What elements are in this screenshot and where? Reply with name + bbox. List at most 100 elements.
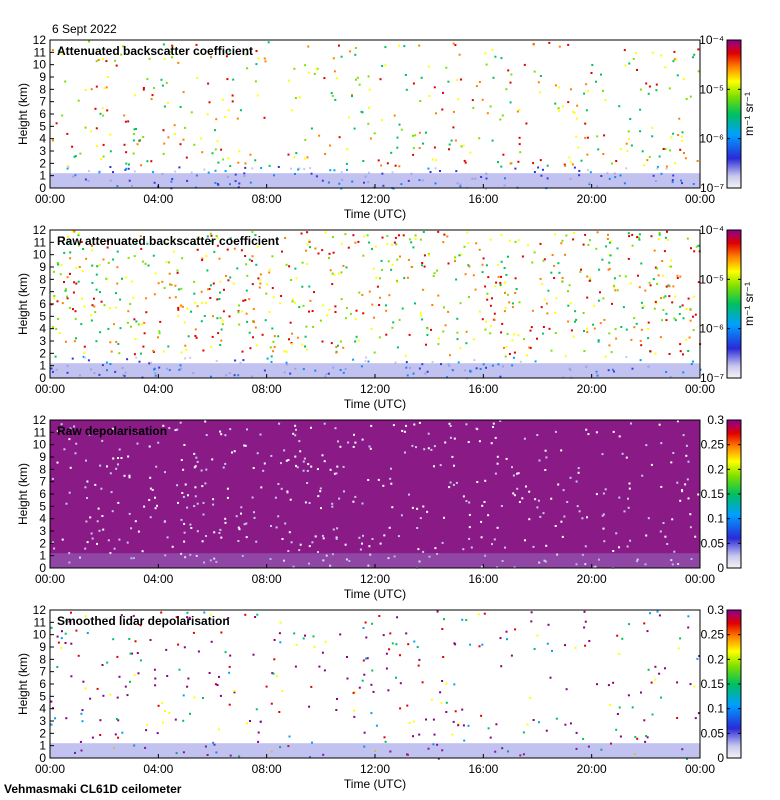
y-tick-label: 10 (33, 248, 47, 262)
y-tick-label: 1 (39, 739, 46, 753)
colorbar-gradient (726, 39, 742, 189)
colorbar-tick-label: 0.25 (701, 628, 725, 642)
y-tick-label: 12 (33, 603, 47, 617)
colorbar-tick-label: 0.1 (707, 702, 724, 716)
y-tick-label: 10 (33, 438, 47, 452)
x-tick-label: 00:00 (35, 382, 65, 396)
colorbar-tick-label: 10⁻⁶ (699, 322, 724, 336)
x-tick-label: 00:00 (685, 762, 715, 776)
y-tick-label: 11 (34, 425, 47, 439)
colorbar-tick-label: 10⁻⁴ (699, 223, 724, 237)
y-tick-label: 2 (39, 536, 46, 550)
x-axis-label: Time (UTC) (344, 777, 406, 791)
heatmap-texture (50, 230, 702, 380)
x-tick-label: 04:00 (143, 762, 173, 776)
y-tick-label: 9 (39, 640, 46, 654)
y-tick-label: 0 (39, 181, 46, 195)
y-tick-label: 9 (39, 260, 46, 274)
x-tick-label: 00:00 (685, 382, 715, 396)
x-tick-label: 20:00 (577, 382, 607, 396)
y-tick-label: 5 (39, 119, 46, 133)
boundary-layer-band (50, 173, 700, 188)
y-tick-label: 6 (39, 677, 46, 691)
colorbar: 10⁻⁷ 10⁻⁶ 10⁻⁵ 10⁻⁴ m⁻¹ sr⁻¹ (699, 33, 756, 195)
x-tick-label: 20:00 (577, 762, 607, 776)
x-tick-label: 00:00 (685, 572, 715, 586)
colorbar-tick-label: 0.2 (707, 652, 724, 666)
panel-title: Attenuated backscatter coefficient (57, 44, 253, 58)
colorbar-tick-label: 0.1 (707, 512, 724, 526)
y-tick-label: 9 (39, 70, 46, 84)
y-tick-label: 2 (39, 156, 46, 170)
colorbar-tick-label: 0.05 (701, 536, 725, 550)
y-tick-label: 7 (39, 665, 46, 679)
y-tick-label: 0 (39, 751, 46, 765)
colorbar-tick-label: 10⁻⁴ (699, 33, 724, 47)
y-tick-label: 1 (39, 169, 46, 183)
colorbar-tick-label: 0.05 (701, 726, 725, 740)
y-axis-label: Height (km) (16, 83, 30, 145)
y-tick-label: 1 (39, 359, 46, 373)
y-tick-label: 11 (34, 615, 47, 629)
colorbar-tick-label: 0.3 (707, 603, 724, 617)
y-tick-label: 12 (33, 413, 47, 427)
y-tick-label: 10 (33, 58, 47, 72)
y-tick-label: 7 (39, 95, 46, 109)
x-axis-label: Time (UTC) (344, 207, 406, 221)
x-tick-label: 20:00 (577, 192, 607, 206)
x-tick-label: 12:00 (360, 192, 390, 206)
y-axis-label: Height (km) (16, 273, 30, 335)
x-tick-label: 16:00 (468, 572, 498, 586)
colorbar-tick-label: 0.3 (707, 413, 724, 427)
plot-area (50, 230, 700, 378)
x-tick-label: 00:00 (35, 192, 65, 206)
y-tick-label: 0 (39, 561, 46, 575)
colorbar-tick-label: 0.2 (707, 462, 724, 476)
y-tick-label: 0 (39, 371, 46, 385)
instrument-label: Vehmasmaki CL61D ceilometer (4, 782, 182, 796)
y-tick-label: 3 (39, 524, 46, 538)
plot-area (50, 610, 700, 758)
x-tick-label: 20:00 (577, 572, 607, 586)
y-tick-label: 8 (39, 652, 46, 666)
x-tick-label: 12:00 (360, 382, 390, 396)
heatmap-texture (51, 420, 702, 570)
y-tick-label: 4 (39, 512, 46, 526)
y-tick-label: 8 (39, 82, 46, 96)
colorbar: 10⁻⁷ 10⁻⁶ 10⁻⁵ 10⁻⁴ m⁻¹ sr⁻¹ (699, 223, 756, 385)
y-tick-label: 11 (34, 235, 47, 249)
colorbar-tick-label: 0 (717, 561, 724, 575)
y-tick-label: 5 (39, 309, 46, 323)
x-tick-label: 12:00 (360, 572, 390, 586)
x-axis-label: Time (UTC) (344, 397, 406, 411)
x-tick-label: 04:00 (143, 382, 173, 396)
colorbar-tick-label: 0 (717, 751, 724, 765)
x-tick-label: 08:00 (252, 572, 282, 586)
y-tick-label: 10 (33, 628, 47, 642)
y-tick-label: 6 (39, 107, 46, 121)
colorbar-tick-label: 0.15 (701, 677, 725, 691)
x-tick-label: 12:00 (360, 762, 390, 776)
x-tick-label: 00:00 (685, 192, 715, 206)
plot-area (50, 40, 700, 188)
y-tick-label: 2 (39, 346, 46, 360)
colorbar-tick-label: 10⁻⁷ (700, 371, 724, 385)
x-tick-label: 16:00 (468, 382, 498, 396)
y-tick-label: 4 (39, 132, 46, 146)
plot-area (50, 420, 700, 568)
y-tick-label: 4 (39, 322, 46, 336)
boundary-layer-band (50, 363, 700, 378)
colorbar-tick-label: 0.25 (701, 438, 725, 452)
panel-title: Raw depolarisation (57, 424, 167, 438)
colorbar-tick-label: 10⁻⁵ (699, 82, 724, 96)
y-axis-label: Height (km) (16, 463, 30, 525)
colorbar-tick-label: 0.15 (701, 487, 725, 501)
colorbar-unit: m⁻¹ sr⁻¹ (742, 92, 756, 136)
y-tick-label: 5 (39, 499, 46, 513)
x-tick-label: 16:00 (468, 762, 498, 776)
colorbar-gradient (726, 229, 742, 379)
